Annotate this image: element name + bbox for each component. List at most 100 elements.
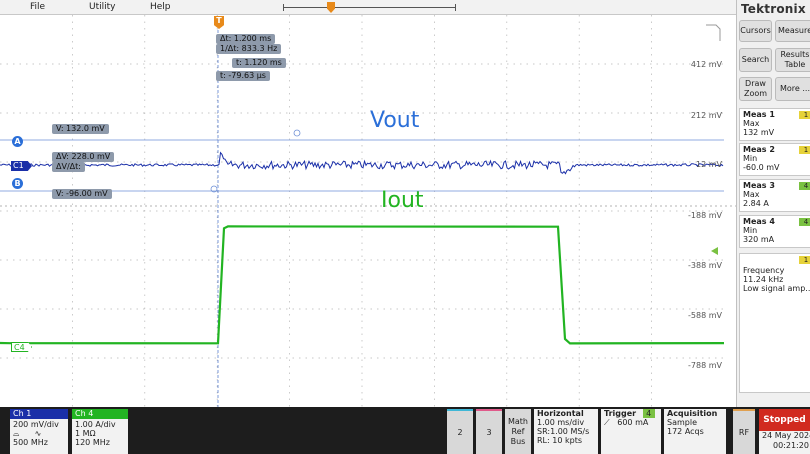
graticule <box>0 15 724 407</box>
channel-2-button[interactable]: 2 <box>447 409 473 454</box>
menu-file[interactable]: File <box>30 2 46 12</box>
run-status-area[interactable]: Stopped 24 May 2024 00:21:20 <box>759 409 810 454</box>
iout-trace-label: Iout <box>381 188 424 213</box>
meas-1-title: Meas 1 <box>743 110 775 119</box>
meas-3-badge[interactable]: Meas 3 4 Max 2.84 A <box>739 179 810 212</box>
freq-note: Low signal amp... <box>743 284 810 293</box>
delta-v-readout: ΔV: 228.0 mV <box>52 152 115 162</box>
meas-4-title: Meas 4 <box>743 217 775 226</box>
cursors-button[interactable]: Cursors <box>739 20 772 42</box>
meas-3-channel-tag: 4 <box>799 182 810 190</box>
frequency-badge[interactable]: 1 Frequency 11.24 kHz Low signal amp... <box>739 253 810 393</box>
ch1-bandwidth: 500 MHz <box>13 438 48 447</box>
meas-3-title: Meas 3 <box>743 181 775 190</box>
ch1-waveform <box>0 151 724 175</box>
cursor-b-crosspoint <box>210 185 218 193</box>
horizontal-title: Horizontal <box>537 409 584 418</box>
freq-value: 11.24 kHz <box>743 275 784 284</box>
horizontal-settings-badge[interactable]: Horizontal 1.00 ms/div SR:1.00 MS/s RL: … <box>534 409 598 454</box>
meas-1-value: 132 mV <box>743 128 775 137</box>
cursor-b-readout: V: -96.00 mV <box>52 189 112 199</box>
volt-label-6: -588 mV <box>688 311 722 320</box>
meas-3-type: Max <box>743 190 760 199</box>
bus-label: Bus <box>510 436 526 446</box>
ch4-offset-marker[interactable]: C4 <box>11 342 32 352</box>
right-control-panel: Tektronix Cursors Measure Search Results… <box>736 0 810 407</box>
volt-label-7: -788 mV <box>688 361 722 370</box>
freq-channel-tag: 1 <box>799 256 810 264</box>
horizontal-scale: 1.00 ms/div <box>537 418 585 427</box>
status-time: 00:21:20 <box>773 441 809 450</box>
vout-trace-label: Vout <box>370 108 420 133</box>
zoom-corner-handle <box>706 24 721 41</box>
ch4-trigger-level-marker <box>711 247 718 255</box>
meas-1-channel-tag: 1 <box>799 111 810 119</box>
acquisition-count: 172 Acqs <box>667 427 704 436</box>
run-stop-status[interactable]: Stopped <box>759 409 810 431</box>
menu-bar: File Utility Help <box>0 0 736 15</box>
cursor-b-badge[interactable]: B <box>12 178 23 189</box>
volt-label-3: 12 mV <box>696 160 722 169</box>
trigger-title: Trigger <box>604 409 637 418</box>
ch1-settings-badge[interactable]: Ch 1 200 mV/div ⌓ ∿ 500 MHz <box>10 409 68 454</box>
meas-2-channel-tag: 1 <box>799 146 810 154</box>
ch4-impedance: 1 MΩ <box>75 429 96 438</box>
results-table-button[interactable]: Results Table <box>775 48 810 72</box>
menu-utility[interactable]: Utility <box>89 2 116 12</box>
acquisition-settings-badge[interactable]: Acquisition Sample 172 Acqs <box>664 409 726 454</box>
delta-t-readout: Δt: 1.200 ms <box>216 34 276 44</box>
cursor-a-readout: V: 132.0 mV <box>52 124 109 134</box>
inverse-delta-t-readout: 1/Δt: 833.3 Hz <box>216 44 282 54</box>
acquisition-mode: Sample <box>667 418 697 427</box>
horizontal-record-length: RL: 10 kpts <box>537 436 582 445</box>
trigger-settings-badge[interactable]: Trigger 4 ⟋ 600 mA <box>601 409 661 454</box>
cursor-t1-readout: t: 1.120 ms <box>232 58 286 68</box>
ch4-settings-badge[interactable]: Ch 4 1.00 A/div 1 MΩ 120 MHz <box>72 409 128 454</box>
status-date: 24 May 2024 <box>762 431 810 440</box>
math-label: Math <box>507 416 528 426</box>
ch1-scale: 200 mV/div <box>13 420 59 429</box>
ch4-title: Ch 4 <box>72 409 128 419</box>
ch1-title: Ch 1 <box>10 409 68 419</box>
draw-zoom-button[interactable]: Draw Zoom <box>739 77 772 101</box>
search-button[interactable]: Search <box>739 48 772 72</box>
meas-2-type: Min <box>743 154 758 163</box>
horizontal-sample-rate: SR:1.00 MS/s <box>537 427 590 436</box>
meas-1-type: Max <box>743 119 760 128</box>
cursor-t2-readout: t: -79.63 µs <box>216 71 270 81</box>
meas-2-title: Meas 2 <box>743 145 775 154</box>
more-button[interactable]: More ... <box>775 77 810 101</box>
meas-4-badge[interactable]: Meas 4 4 Min 320 mA <box>739 215 810 248</box>
ch4-bandwidth: 120 MHz <box>75 438 110 447</box>
rising-edge-icon: ⟋ <box>604 418 610 427</box>
channel-3-button[interactable]: 3 <box>476 409 502 454</box>
rf-button[interactable]: RF <box>733 409 755 454</box>
ch4-waveform <box>0 225 725 345</box>
meas-2-badge[interactable]: Meas 2 1 Min -60.0 mV <box>739 143 810 176</box>
meas-1-badge[interactable]: Meas 1 1 Max 132 mV <box>739 108 810 141</box>
measure-button[interactable]: Measure <box>775 20 810 42</box>
waveform-display[interactable]: T Δt: 1.200 ms 1/Δt: 833.3 Hz t: 1.120 m… <box>0 15 736 407</box>
record-position-marker[interactable] <box>327 2 335 13</box>
cursor-a-crosspoint <box>293 129 301 137</box>
record-view-right-tick <box>455 4 456 11</box>
meas-4-type: Min <box>743 226 758 235</box>
cursor-a-badge[interactable]: A <box>12 136 23 147</box>
meas-4-value: 320 mA <box>743 235 775 244</box>
delta-v-per-delta-t-readout: ΔV/Δt: <box>52 162 85 172</box>
meas-3-value: 2.84 A <box>743 199 769 208</box>
tektronix-logo: Tektronix <box>741 2 806 16</box>
trigger-position-marker[interactable]: T <box>214 16 224 29</box>
menu-help[interactable]: Help <box>150 2 171 12</box>
ref-label: Ref <box>511 426 525 436</box>
meas-2-value: -60.0 mV <box>743 163 780 172</box>
math-ref-bus-button[interactable]: Math Ref Bus <box>505 409 531 454</box>
ch1-offset-marker[interactable]: C1 <box>11 161 32 171</box>
freq-label: Frequency <box>743 266 785 275</box>
record-view-left-tick <box>283 4 284 11</box>
volt-label-5: -388 mV <box>688 261 722 270</box>
volt-label-1: 412 mV <box>690 60 722 69</box>
record-view-bar[interactable] <box>283 7 455 8</box>
volt-label-4: -188 mV <box>688 211 722 220</box>
ch4-scale: 1.00 A/div <box>75 420 116 429</box>
